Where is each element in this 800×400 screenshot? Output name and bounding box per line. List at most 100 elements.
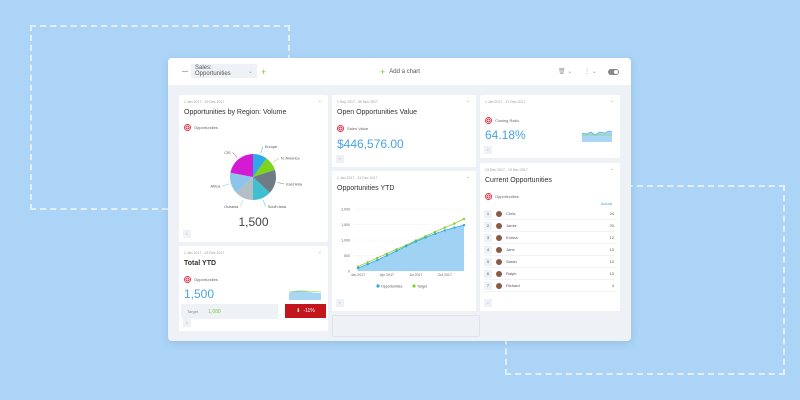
pie-slice[interactable] bbox=[230, 172, 253, 193]
rank: 7 bbox=[484, 281, 492, 290]
sparkline bbox=[289, 290, 321, 300]
column-header-actual[interactable]: Actual bbox=[600, 201, 612, 206]
actual-value: 4 bbox=[611, 283, 614, 288]
closing-ratio-card: 1 Jan 2017 - 31 Dec 2017 ⌄ Closing Ratio … bbox=[480, 95, 620, 158]
data-point[interactable] bbox=[462, 217, 466, 221]
add-dashboard-icon[interactable]: + bbox=[261, 66, 267, 77]
chevron-down-icon[interactable]: ⌄ bbox=[609, 166, 614, 172]
target-icon bbox=[337, 125, 344, 132]
data-point[interactable] bbox=[443, 229, 446, 232]
legend: Opportunities bbox=[485, 193, 519, 200]
data-point[interactable] bbox=[433, 232, 437, 235]
table-row[interactable]: 3 Emma 12 bbox=[484, 232, 614, 244]
collapse-icon[interactable]: — bbox=[182, 68, 188, 75]
table-row[interactable]: 1 Chris 24 bbox=[484, 208, 614, 220]
series-line bbox=[357, 218, 465, 268]
pie-slice[interactable] bbox=[236, 177, 253, 200]
data-point[interactable] bbox=[366, 261, 369, 264]
pie-slice[interactable] bbox=[253, 158, 275, 177]
data-point[interactable] bbox=[376, 258, 379, 262]
date-range: 1 Jan 2017 - 19 Dec 2017 bbox=[184, 100, 225, 104]
data-point[interactable] bbox=[376, 256, 379, 260]
legend-label: Target bbox=[417, 284, 427, 288]
data-point[interactable] bbox=[356, 267, 360, 270]
data-point[interactable] bbox=[462, 223, 466, 227]
person-name: Ralph bbox=[506, 271, 517, 276]
data-point[interactable] bbox=[443, 226, 446, 229]
person-name: Emma bbox=[506, 235, 518, 240]
table-row[interactable]: 2 Jamie 20 bbox=[484, 220, 614, 232]
current-opportunities-card: 13 Dec 2017 - 19 Dec 2017 ⌄ Current Oppor… bbox=[480, 163, 620, 311]
data-point[interactable] bbox=[414, 240, 418, 243]
pie-slice[interactable] bbox=[230, 154, 253, 177]
pie-label: CIS bbox=[224, 151, 231, 155]
pie-chart: Europe N. America East Asia South Asia Ocean… bbox=[211, 145, 303, 209]
change-badge: ⬇ -11% bbox=[285, 304, 326, 318]
actual-value: 10 bbox=[609, 247, 614, 252]
target-icon bbox=[485, 193, 492, 200]
avatar bbox=[496, 258, 502, 265]
more-icon[interactable]: ⋮ ⌄ bbox=[584, 69, 597, 75]
data-point[interactable] bbox=[385, 252, 389, 255]
rank: 2 bbox=[484, 221, 492, 230]
pie-slice[interactable] bbox=[253, 177, 270, 200]
chevron-down-icon[interactable]: ⌄ bbox=[317, 98, 322, 104]
line-chart: 0 500 1,000 1,500 2,000 Jan 2017 Apr 2017 Jul 2… bbox=[341, 207, 468, 288]
pie-leader bbox=[260, 146, 264, 154]
y-tick-label: 2,000 bbox=[341, 207, 350, 211]
card-title: Opportunities by Region: Volume bbox=[184, 109, 287, 116]
delete-icon[interactable]: 🗑 ⌄ bbox=[558, 69, 573, 75]
table-row[interactable]: 7 Richard 4 bbox=[484, 280, 614, 292]
info-button[interactable]: i bbox=[336, 299, 344, 307]
x-tick-label: Jul 2017 bbox=[409, 273, 422, 277]
data-point[interactable] bbox=[404, 245, 408, 248]
toggle-switch[interactable] bbox=[608, 58, 619, 85]
info-button[interactable]: i bbox=[183, 230, 191, 238]
pie-slice[interactable] bbox=[253, 169, 276, 193]
info-button[interactable]: i bbox=[484, 146, 492, 154]
date-range: 1 Jan 2017 - 31 Dec 2017 bbox=[485, 100, 526, 104]
info-button[interactable]: i bbox=[336, 155, 344, 163]
data-point[interactable] bbox=[453, 226, 456, 229]
chevron-down-icon[interactable]: ⌄ bbox=[465, 174, 470, 180]
date-range: 1 Sep 2017 - 30 Nov 2017 bbox=[337, 100, 378, 104]
table-row[interactable]: 6 Ralph 10 bbox=[484, 268, 614, 280]
info-button[interactable]: i bbox=[484, 299, 492, 307]
avatar bbox=[496, 234, 502, 241]
open-value: $446,576.00 bbox=[337, 137, 404, 151]
change-value: -11% bbox=[303, 308, 315, 314]
data-point[interactable] bbox=[395, 249, 398, 253]
table-row[interactable]: 4 Jane 10 bbox=[484, 244, 614, 256]
actual-value: 10 bbox=[609, 271, 614, 276]
person-name: Jamie bbox=[506, 223, 517, 228]
info-button[interactable]: i bbox=[183, 319, 191, 327]
pie-label: Oceania bbox=[224, 205, 239, 209]
avatar bbox=[496, 222, 502, 229]
target-box: Target 1,680 bbox=[181, 304, 278, 319]
actual-value: 10 bbox=[609, 259, 614, 264]
dashboard-select[interactable]: Sales: Opportunities ⌄ bbox=[191, 64, 257, 78]
pie-leader bbox=[273, 157, 280, 163]
data-point[interactable] bbox=[433, 230, 437, 234]
x-tick-label: Oct 2017 bbox=[438, 273, 452, 277]
date-range: 13 Dec 2017 - 19 Dec 2017 bbox=[485, 168, 528, 172]
table-row[interactable]: 5 Sarah 10 bbox=[484, 256, 614, 268]
add-chart-button[interactable]: + Add a chart bbox=[380, 58, 420, 85]
pie-label: Africa bbox=[211, 184, 222, 188]
total-value: 1,500 bbox=[238, 215, 269, 229]
ytd-card: 1 Jan 2017 - 31 Dec 2017 ⌄ Opportunities … bbox=[332, 171, 476, 311]
card-title: Open Opportunities Value bbox=[337, 109, 418, 116]
data-point[interactable] bbox=[453, 222, 456, 225]
dashboard-window: — Sales: Opportunities ⌄ + + Add a chart 🗑… bbox=[168, 58, 631, 341]
data-point[interactable] bbox=[385, 254, 389, 257]
legend-label: Opportunities bbox=[495, 194, 519, 199]
y-tick-label: 500 bbox=[344, 254, 350, 258]
chevron-down-icon[interactable]: ⌄ bbox=[317, 249, 322, 255]
legend-marker bbox=[376, 284, 380, 288]
pie-slice[interactable] bbox=[253, 154, 267, 177]
data-point[interactable] bbox=[366, 262, 369, 266]
y-tick-label: 1,500 bbox=[341, 223, 350, 227]
chevron-down-icon[interactable]: ⌄ bbox=[609, 98, 614, 104]
chevron-down-icon[interactable]: ⌄ bbox=[465, 98, 470, 104]
data-point[interactable] bbox=[424, 236, 427, 239]
